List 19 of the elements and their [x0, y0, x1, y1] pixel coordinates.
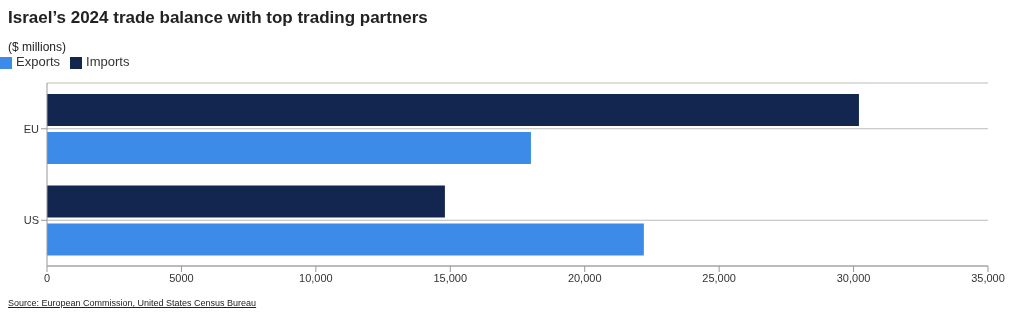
- x-tick-label: 5000: [169, 271, 194, 284]
- x-tick-label: 25,000: [702, 271, 736, 284]
- bar: [47, 93, 859, 126]
- bar: [47, 131, 531, 164]
- x-tick-label: 0: [43, 271, 51, 284]
- chart-subtitle: ($ millions): [8, 40, 67, 54]
- y-tick-label: US: [23, 214, 39, 227]
- x-tick-label: 10,000: [299, 271, 333, 284]
- x-tick-label: 30,000: [836, 271, 871, 284]
- x-tick-label: 20,000: [567, 271, 602, 284]
- bar: [47, 185, 445, 218]
- legend-label: Exports: [16, 54, 61, 69]
- source-note: Source: European Commission, United States Census Bureau: [8, 298, 258, 308]
- x-tick-label: 35,000: [971, 271, 1005, 284]
- x-tick-label: 15,000: [433, 271, 468, 284]
- legend-label: Imports: [86, 54, 130, 69]
- y-tick-label: EU: [23, 122, 40, 135]
- bar: [47, 223, 644, 256]
- chart-title: Israel’s 2024 trade balance with top trading partners: [8, 8, 429, 28]
